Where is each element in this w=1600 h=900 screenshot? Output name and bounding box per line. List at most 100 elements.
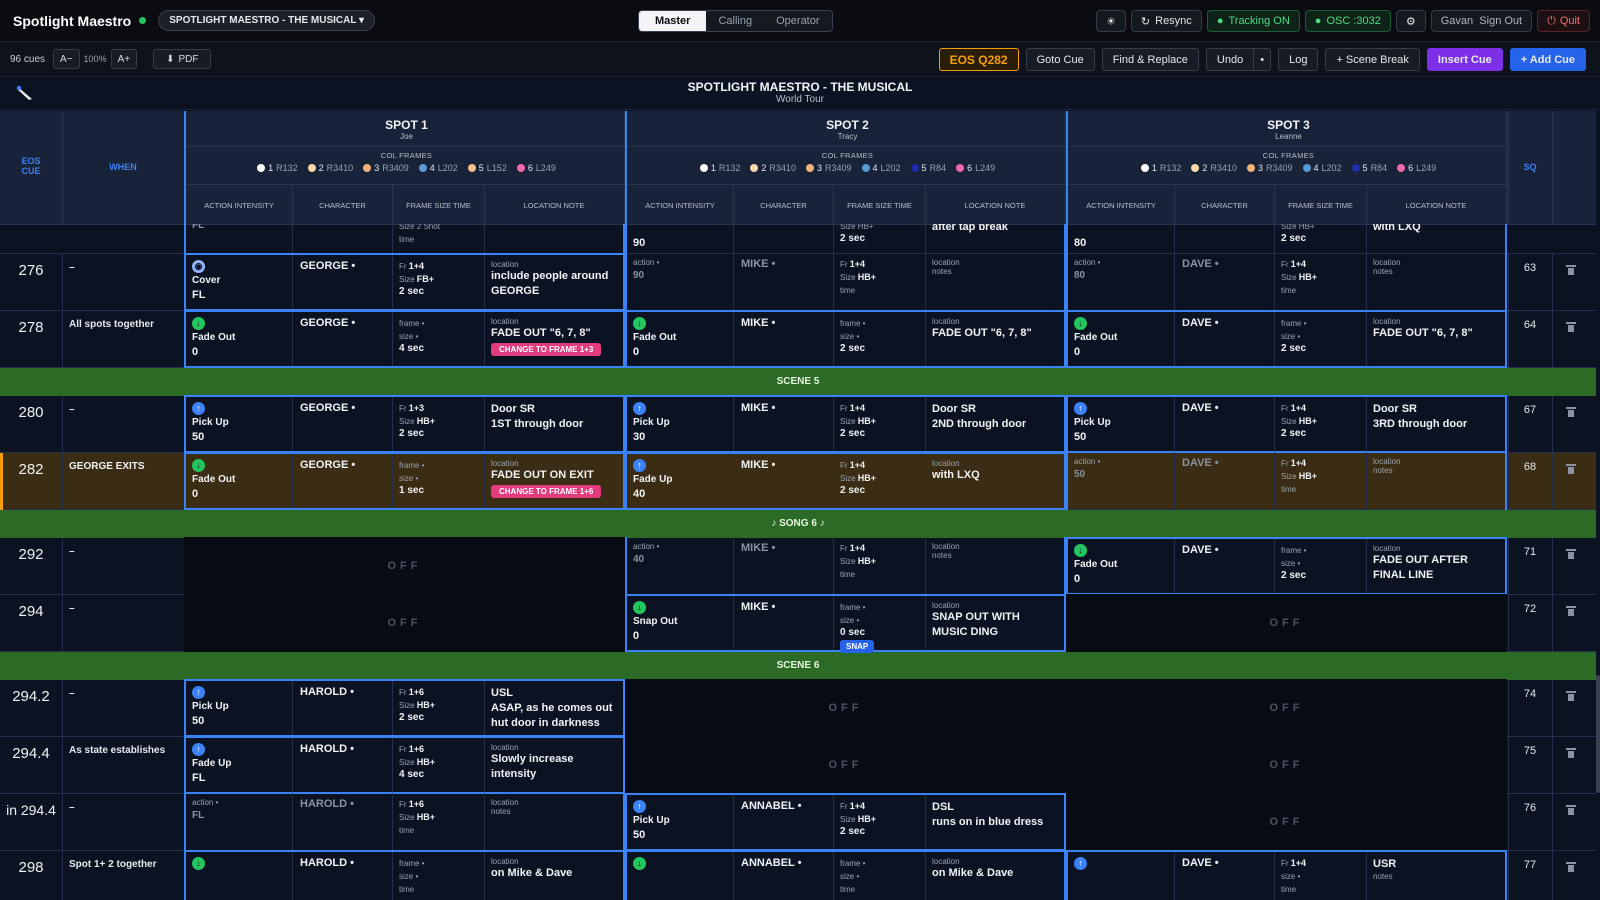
character-cell[interactable]: DAVE •	[1175, 253, 1275, 311]
cue-number[interactable]: 294.2	[12, 688, 50, 705]
frame-cell[interactable]: Fr 1+4 Size HB+ 2 sec	[834, 397, 926, 451]
action-cell[interactable]: FL	[186, 224, 293, 254]
character-cell[interactable]: GEORGE •	[293, 255, 393, 309]
character-cell[interactable]: MIKE •	[734, 253, 834, 311]
when-note[interactable]: Spot 1+ 2 together	[69, 859, 157, 870]
spot-off[interactable]: OFF	[1066, 594, 1507, 652]
spot-off[interactable]: OFF	[625, 736, 1066, 794]
trash-icon[interactable]	[1566, 605, 1576, 616]
table-row[interactable]: 298 Spot 1+ 2 together 77 ↓ HAROLD • frame • s…	[0, 850, 1596, 900]
location-cell[interactable]: location SNAP OUT WITH MUSIC DING	[926, 596, 1062, 650]
frame-cell[interactable]: frame • size • 1 sec	[393, 454, 485, 508]
frame-cell[interactable]: Fr 1+6 Size HB+ 4 sec	[393, 738, 485, 792]
frame-cell[interactable]: frame • size • 2 sec	[1275, 312, 1367, 366]
frame-cell[interactable]: Fr 1+4 Size HB+ 2 sec	[834, 795, 926, 849]
action-cell[interactable]: ↓ Fade Out 0	[1068, 539, 1175, 593]
trash-icon[interactable]	[1566, 321, 1576, 332]
vertical-scrollbar[interactable]	[1596, 111, 1600, 900]
table-row[interactable]: 276 – 63 ◉ Cover FL GEORGE • Fr 1+4 Size FB+ 2 se…	[0, 253, 1596, 311]
trash-icon[interactable]	[1566, 690, 1576, 701]
action-cell[interactable]: ↑ Pick Up 50	[186, 681, 293, 735]
when-note[interactable]: –	[69, 546, 75, 557]
user-signout-button[interactable]: Gavan Sign Out	[1430, 10, 1533, 32]
frame-cell[interactable]: Fr 1+6 Size HB+ time	[393, 793, 485, 851]
character-cell[interactable]: HAROLD •	[293, 738, 393, 792]
insert-cue-button[interactable]: Insert Cue	[1426, 48, 1503, 71]
osc-status[interactable]: ● OSC :3032	[1304, 10, 1391, 32]
frame-cell[interactable]: Fr 1+4 Size HB+ 2 sec	[1275, 397, 1367, 451]
table-row[interactable]: 294.2 – 74 ↑ Pick Up 50 HAROLD • Fr 1+6 Size HB+…	[0, 679, 1596, 737]
frame-cell[interactable]: Fr 1+3 Size HB+ 2 sec	[393, 397, 485, 451]
trash-icon[interactable]	[1566, 463, 1576, 474]
action-cell[interactable]: ↑ Pick Up 50	[1068, 397, 1175, 451]
cue-number[interactable]: 298	[18, 859, 44, 876]
frame-cell[interactable]: Fr 1+4 Size HB+ time	[834, 537, 926, 595]
trash-icon[interactable]	[1566, 406, 1576, 417]
mode-master[interactable]: Master	[639, 11, 707, 31]
action-cell[interactable]: ↓	[627, 852, 734, 900]
character-cell[interactable]: MIKE •	[734, 537, 834, 595]
log-button[interactable]: Log	[1278, 48, 1319, 71]
trash-icon[interactable]	[1566, 747, 1576, 758]
character-cell[interactable]: ANNABEL •	[734, 852, 834, 900]
location-cell[interactable]: location notes	[485, 793, 621, 851]
when-note[interactable]: All spots together	[69, 319, 155, 330]
character-cell[interactable]	[293, 224, 393, 254]
character-cell[interactable]: DAVE •	[1175, 539, 1275, 593]
action-cell[interactable]: ↓ Fade Out 0	[627, 312, 734, 366]
character-cell[interactable]: GEORGE •	[293, 454, 393, 508]
tracking-toggle[interactable]: ● Tracking ON	[1206, 10, 1300, 32]
frame-cell[interactable]: Fr 1+4 Size HB+ 2 sec	[834, 454, 926, 508]
frame-cell[interactable]: frame • size • 0 sec SNAP	[834, 596, 926, 653]
character-cell[interactable]: ANNABEL •	[734, 795, 834, 849]
character-cell[interactable]: MIKE •	[734, 312, 834, 366]
location-cell[interactable]: location FADE OUT AFTER FINAL LINE	[1367, 539, 1503, 593]
location-cell[interactable]: after tap break	[926, 224, 1062, 254]
table-row[interactable]: 280 – 67 ↑ Pick Up 50 GEORGE • Fr 1+3 Size HB+ 2 …	[0, 395, 1596, 453]
cue-number[interactable]: 292	[18, 546, 44, 563]
location-cell[interactable]: location notes	[926, 537, 1062, 595]
location-cell[interactable]: location FADE OUT "6, 7, 8" CHANGE TO FRAM…	[485, 312, 621, 366]
frame-cell[interactable]: Fr 1+4 Size HB+ time	[1275, 452, 1367, 510]
frame-cell[interactable]: Size HB+ 2 sec	[834, 224, 926, 254]
location-cell[interactable]: location notes	[926, 253, 1062, 311]
location-cell[interactable]: location include people around GEORGE	[485, 255, 621, 309]
show-selector[interactable]: SPOTLIGHT MAESTRO - THE MUSICAL ▾	[158, 10, 376, 31]
location-cell[interactable]: location FADE OUT "6, 7, 8"	[926, 312, 1062, 366]
frame-cell[interactable]: Size HB+ 2 sec	[1275, 224, 1367, 254]
location-cell[interactable]: USL ASAP, as he comes out hut door in dar…	[485, 681, 621, 735]
action-cell[interactable]: ◉ Cover FL	[186, 255, 293, 309]
location-cell[interactable]: location notes	[1367, 452, 1503, 510]
character-cell[interactable]: DAVE •	[1175, 397, 1275, 451]
undo-menu-button[interactable]: •	[1254, 48, 1272, 71]
trash-icon[interactable]	[1566, 804, 1576, 815]
frame-cell[interactable]: Fr 1+4 Size FB+ 2 sec	[393, 255, 485, 309]
character-cell[interactable]: HAROLD •	[293, 681, 393, 735]
character-cell[interactable]: HAROLD •	[293, 793, 393, 851]
location-cell[interactable]: DSL runs on in blue dress	[926, 795, 1062, 849]
frame-cell[interactable]: frame • size • 2 sec	[834, 312, 926, 366]
when-note[interactable]: –	[69, 802, 75, 813]
location-cell[interactable]: location on Mike & Dave	[485, 852, 621, 900]
theme-toggle-button[interactable]: ☀	[1096, 10, 1126, 32]
font-increase-button[interactable]: A+	[110, 49, 138, 69]
action-cell[interactable]: action • FL	[186, 793, 293, 851]
scrollbar-thumb[interactable]	[1596, 675, 1600, 793]
cue-number[interactable]: in 294.4	[6, 802, 56, 818]
action-cell[interactable]: ↑ Pick Up 50	[186, 397, 293, 451]
when-note[interactable]: –	[69, 688, 75, 699]
character-cell[interactable]: HAROLD •	[293, 852, 393, 900]
action-cell[interactable]: action • 80	[1068, 253, 1175, 311]
action-cell[interactable]: ↑	[1068, 852, 1175, 900]
eos-cue-indicator[interactable]: EOS Q282	[938, 48, 1019, 71]
spot-off[interactable]: OFF	[625, 679, 1066, 737]
cue-number[interactable]: 294.4	[12, 745, 50, 762]
action-cell[interactable]: ↓ Fade Out 0	[1068, 312, 1175, 366]
frame-cell[interactable]: frame • size • time	[393, 852, 485, 900]
action-cell[interactable]: ↓ Fade Out 0	[186, 312, 293, 366]
table-row[interactable]: 282 GEORGE EXITS 68 ↓ Fade Out 0 GEORGE • frame…	[0, 452, 1596, 510]
table-row[interactable]: 292 – 71 OFF action • 40 MIKE • Fr 1+4 Size HB+ t…	[0, 537, 1596, 595]
find-replace-button[interactable]: Find & Replace	[1101, 48, 1199, 71]
add-cue-button[interactable]: + Add Cue	[1509, 48, 1586, 71]
trash-icon[interactable]	[1566, 861, 1576, 872]
